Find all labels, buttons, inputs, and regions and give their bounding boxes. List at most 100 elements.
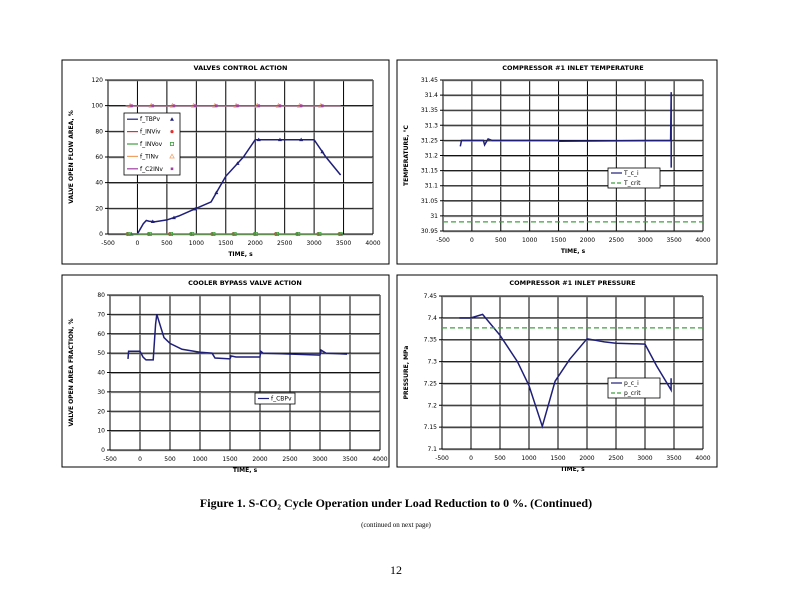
chart-title: COOLER BYPASS VALVE ACTION [188, 279, 302, 287]
x-tick-label: 1000 [521, 455, 536, 462]
dot-marker [151, 104, 155, 107]
x-tick-label: 2500 [282, 456, 297, 463]
star-marker [170, 130, 174, 134]
x-tick-label: 4000 [372, 456, 387, 463]
square-marker [317, 231, 322, 236]
y-tick-label: 7.25 [424, 380, 438, 387]
x-tick-label: 0 [469, 455, 473, 462]
square-marker [147, 231, 152, 236]
x-tick-label: 500 [495, 237, 507, 244]
dot-marker [299, 104, 303, 107]
chart-legend: T_c_i T_crit [607, 167, 661, 189]
continued-note: (continued on next page) [361, 521, 431, 529]
chart-frame [396, 274, 718, 468]
x-tick-label: 3500 [666, 455, 681, 462]
x-tick-label: 2000 [580, 237, 595, 244]
x-tick-label: 2500 [608, 455, 623, 462]
y-tick-label: 100 [92, 103, 104, 110]
square-marker [126, 231, 131, 236]
x-tick-label: 1500 [550, 455, 565, 462]
chart-1: VALVES CONTROL ACTION-500 0 500 1000 1500 200… [61, 59, 390, 265]
x-axis-label: TIME, s [233, 467, 258, 474]
triangle-marker [320, 149, 325, 154]
legend-label: p_c_i [624, 380, 639, 387]
y-tick-label: 20 [97, 408, 105, 415]
y-tick-label: 30.95 [421, 228, 438, 235]
x-tick-label: 1500 [551, 237, 566, 244]
x-tick-label: 3000 [637, 455, 652, 462]
series-line-f_CBPv [127, 314, 348, 361]
x-tick-label: 3500 [336, 240, 351, 247]
series-line-T_c_i [459, 92, 672, 168]
y-tick-label: 80 [95, 128, 103, 135]
chart-frame [396, 59, 718, 265]
y-tick-label: 7.1 [427, 446, 437, 453]
square-marker [211, 231, 216, 236]
y-tick-label: 40 [97, 370, 105, 377]
dot-marker [321, 104, 324, 107]
series-line-p_c_i [459, 313, 672, 429]
dot-marker [257, 104, 261, 107]
triangle-marker [171, 215, 176, 220]
y-tick-label: 7.15 [424, 424, 438, 431]
triangle-marker [150, 219, 155, 224]
figure-caption: Figure 1. S-CO₂ Cycle Operation under Lo… [199, 496, 593, 510]
chart-3: COOLER BYPASS VALVE ACTION-500 0 500 1000 15… [61, 274, 390, 474]
x-tick-label: 3500 [666, 237, 681, 244]
chart-title: COMPRESSOR #1 INLET TEMPERATURE [502, 64, 643, 72]
open-triangle-marker [169, 153, 175, 159]
y-tick-label: 0 [99, 231, 103, 238]
y-tick-label: 30 [97, 389, 105, 396]
triangle-marker [193, 206, 198, 211]
chart-title: VALVES CONTROL ACTION [193, 64, 287, 72]
y-tick-label: 31.05 [421, 198, 438, 205]
dot-marker [236, 104, 239, 107]
legend-label: f_TINv [140, 153, 159, 160]
y-tick-label: 70 [97, 311, 105, 318]
y-axis-label: VALVE OPEN FLOW AREA, % [68, 110, 75, 203]
y-tick-label: 31.3 [425, 122, 439, 129]
y-tick-label: 7.35 [424, 337, 438, 344]
legend-label: f_CBPv [271, 396, 292, 403]
y-tick-label: 31.25 [421, 137, 438, 144]
y-tick-label: 7.3 [427, 359, 437, 366]
y-tick-label: 50 [97, 350, 105, 357]
x-tick-label: 0 [470, 237, 474, 244]
y-tick-label: 7.4 [427, 315, 437, 322]
y-tick-label: 60 [97, 331, 105, 338]
x-tick-label: 500 [494, 455, 506, 462]
y-tick-label: 31.4 [425, 92, 439, 99]
x-tick-label: 3000 [638, 237, 653, 244]
y-tick-label: 80 [97, 292, 105, 299]
x-tick-label: 2000 [579, 455, 594, 462]
x-axis-label: TIME, s [560, 466, 585, 473]
y-axis-label: PRESSURE, MPa [403, 346, 410, 400]
y-tick-label: 10 [97, 428, 105, 435]
y-tick-label: 31.15 [421, 168, 438, 175]
y-tick-label: 31.1 [425, 183, 439, 190]
x-tick-label: 4000 [695, 455, 710, 462]
square-marker [253, 231, 258, 236]
x-tick-label: 4000 [365, 240, 380, 247]
x-axis-label: TIME, s [561, 248, 586, 255]
x-tick-label: 2000 [252, 456, 267, 463]
y-axis-label: VALVE OPEN AREA FRACTION, % [68, 318, 75, 426]
x-tick-label: -500 [101, 240, 115, 247]
triangle-marker [170, 117, 174, 121]
dot-marker [130, 104, 133, 107]
x-tick-label: 3000 [312, 456, 327, 463]
y-tick-label: 120 [92, 77, 104, 84]
x-tick-label: -500 [435, 455, 449, 462]
y-tick-label: 60 [95, 154, 103, 161]
x-tick-label: 2500 [609, 237, 624, 244]
square-marker [338, 231, 343, 236]
x-tick-label: 3000 [306, 240, 321, 247]
x-tick-label: 3500 [342, 456, 357, 463]
legend-box [254, 392, 296, 405]
chart-legend: f_CBPv [254, 392, 296, 405]
chart-title: COMPRESSOR #1 INLET PRESSURE [509, 279, 635, 287]
y-tick-label: 31 [430, 213, 438, 220]
x-tick-label: -500 [103, 456, 117, 463]
y-tick-label: 7.45 [424, 293, 438, 300]
x-tick-label: 1000 [522, 237, 537, 244]
